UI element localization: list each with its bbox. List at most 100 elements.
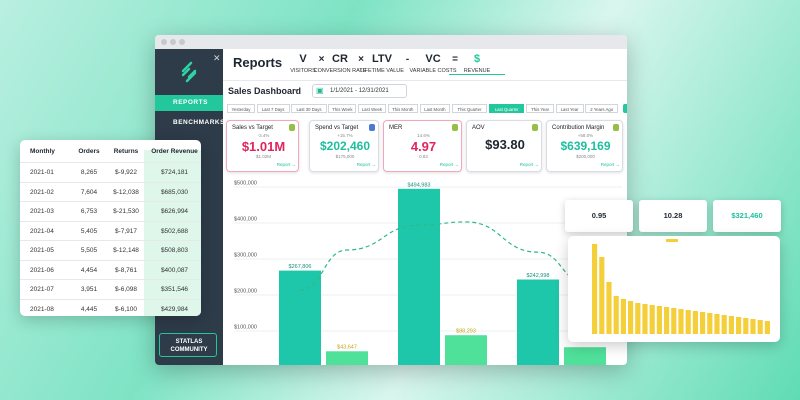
kpi-card: MER 14.6% 4.97 0.83 Report → bbox=[383, 120, 462, 172]
table-cell: $685,030 bbox=[160, 188, 189, 196]
divider bbox=[223, 80, 627, 81]
mini-kpi-value: $321,460 bbox=[731, 211, 763, 220]
range-button[interactable]: This Quarter bbox=[451, 104, 488, 113]
table-cell: $400,087 bbox=[160, 266, 189, 274]
table-cell: 6,753 bbox=[80, 208, 98, 215]
mini-bar bbox=[599, 257, 605, 334]
mini-bar bbox=[613, 296, 619, 334]
range-button[interactable]: This Week bbox=[328, 104, 357, 113]
formula-symbol: LTV bbox=[372, 53, 392, 65]
kpi-sub: 0.83 bbox=[419, 154, 428, 159]
table-cell: 5,505 bbox=[80, 247, 98, 254]
community-label: STATLAS COMMUNITY bbox=[170, 339, 208, 353]
kpi-link[interactable]: Report → bbox=[519, 162, 539, 167]
mini-bar bbox=[656, 306, 662, 334]
table-cell: $-12,038 bbox=[113, 188, 139, 196]
mini-bar bbox=[592, 244, 598, 334]
range-button[interactable]: Yesterday bbox=[227, 104, 255, 113]
formula-symbol: CR bbox=[332, 53, 348, 65]
window-dot[interactable] bbox=[161, 39, 167, 45]
row-divider bbox=[20, 298, 201, 300]
range-button[interactable]: Last 7 Days bbox=[256, 104, 290, 113]
apply-button[interactable]: Apply bbox=[622, 104, 627, 113]
kpi-title: Sales vs Target bbox=[232, 125, 273, 131]
table-cell: 2021-04 bbox=[30, 227, 54, 235]
table-cell: 2021-07 bbox=[30, 286, 54, 293]
chart-panel: $100,000 $200,000 $300,000 $400,000 $500,000… bbox=[226, 178, 622, 365]
nav-item[interactable]: BENCHMARKS bbox=[155, 115, 224, 131]
range-button[interactable]: Last Year bbox=[555, 104, 584, 113]
kpi-link[interactable]: Report → bbox=[600, 162, 620, 167]
kpi-sub: $1.02M bbox=[255, 154, 271, 159]
kpi-link[interactable]: Report → bbox=[276, 162, 296, 167]
kpi-link[interactable]: Report → bbox=[356, 162, 376, 167]
table-cell: 2021-03 bbox=[30, 208, 54, 215]
date-range: 1/1/2021 - 12/31/2021 bbox=[330, 88, 389, 94]
kpi-change: +58.0% bbox=[577, 133, 594, 138]
mini-bar bbox=[606, 282, 612, 334]
kpi-link[interactable]: Report → bbox=[439, 162, 459, 167]
community-button[interactable]: STATLAS COMMUNITY bbox=[159, 333, 217, 357]
mini-kpi-row: 0.95 10.28 $321,460 bbox=[565, 200, 781, 234]
kpi-change: 14.6% bbox=[417, 133, 430, 138]
range-button[interactable]: Last Quarter bbox=[488, 104, 525, 113]
mini-bar bbox=[620, 299, 626, 334]
nav-item-active[interactable]: REPORTS bbox=[155, 95, 223, 111]
mini-bar bbox=[692, 311, 698, 334]
mini-bar bbox=[743, 318, 749, 334]
range-button[interactable]: 2 Years Ago bbox=[585, 104, 619, 113]
y-tick-label: $500,000 bbox=[234, 180, 257, 186]
kpi-sub: $200,000 bbox=[576, 154, 595, 159]
logo bbox=[181, 61, 197, 83]
dashboard-title: Sales Dashboard bbox=[228, 86, 302, 96]
kpi-card: AOV $93.80 Report → bbox=[466, 120, 542, 172]
mini-bar bbox=[671, 308, 677, 334]
chart: $100,000 $200,000 $300,000 $400,000 $500,000… bbox=[234, 180, 622, 365]
mini-bar bbox=[721, 315, 727, 334]
window-dot[interactable] bbox=[170, 39, 176, 45]
mini-legend bbox=[666, 239, 678, 242]
mini-kpi-value: 10.28 bbox=[663, 211, 683, 220]
table-cell: $724,181 bbox=[160, 169, 189, 176]
mini-bar bbox=[628, 301, 634, 334]
calendar-icon: ▣ bbox=[316, 86, 324, 95]
range-button[interactable]: Last Month bbox=[419, 104, 451, 113]
range-button[interactable]: Last 30 Days bbox=[291, 104, 327, 113]
range-button[interactable]: This Month bbox=[387, 104, 418, 113]
table-cell: $-6,098 bbox=[114, 286, 138, 293]
table-cell: 2021-08 bbox=[30, 305, 54, 313]
bar bbox=[517, 279, 559, 365]
kpi-change: +15.7% bbox=[337, 133, 353, 138]
table-cell: $-12,148 bbox=[113, 247, 139, 254]
mini-bar bbox=[764, 321, 770, 334]
y-tick-label: $200,000 bbox=[234, 288, 257, 294]
table-cell: $-9,922 bbox=[114, 169, 138, 176]
mini-bar bbox=[678, 309, 684, 334]
table-cell: 4,454 bbox=[80, 266, 98, 274]
range-button[interactable]: Last Week bbox=[357, 104, 386, 113]
table-cell: $-7,917 bbox=[114, 227, 138, 235]
formula-symbol: V bbox=[299, 53, 307, 65]
mini-kpi-card: 10.28 bbox=[639, 200, 707, 232]
kpi-title: AOV bbox=[472, 125, 485, 131]
window-dot[interactable] bbox=[179, 39, 185, 45]
close-icon[interactable]: ✕ bbox=[213, 53, 221, 63]
table-cell: 3,951 bbox=[80, 286, 98, 293]
table-cell: $508,803 bbox=[160, 247, 189, 254]
bar bbox=[279, 270, 321, 365]
dropdown-caret[interactable]: ▾ bbox=[295, 88, 299, 95]
data-label: $88,293 bbox=[456, 329, 476, 335]
range-button[interactable]: This Year bbox=[526, 104, 555, 113]
formula-operator: - bbox=[405, 54, 410, 65]
table-header: Returns bbox=[113, 148, 139, 155]
mini-bar bbox=[750, 319, 756, 334]
kpi-value: 4.97 bbox=[410, 139, 437, 154]
range-buttons: Yesterday Last 7 Days Last 30 Days This Wee… bbox=[227, 104, 627, 114]
mini-bar bbox=[728, 316, 734, 334]
data-label: $43,647 bbox=[337, 345, 357, 351]
kpi-title: MER bbox=[389, 125, 403, 131]
kpi-change: -3.4% bbox=[257, 133, 270, 138]
row-divider bbox=[20, 181, 201, 183]
date-picker[interactable]: ▣ 1/1/2021 - 12/31/2021 bbox=[312, 84, 407, 98]
bar bbox=[398, 188, 440, 365]
